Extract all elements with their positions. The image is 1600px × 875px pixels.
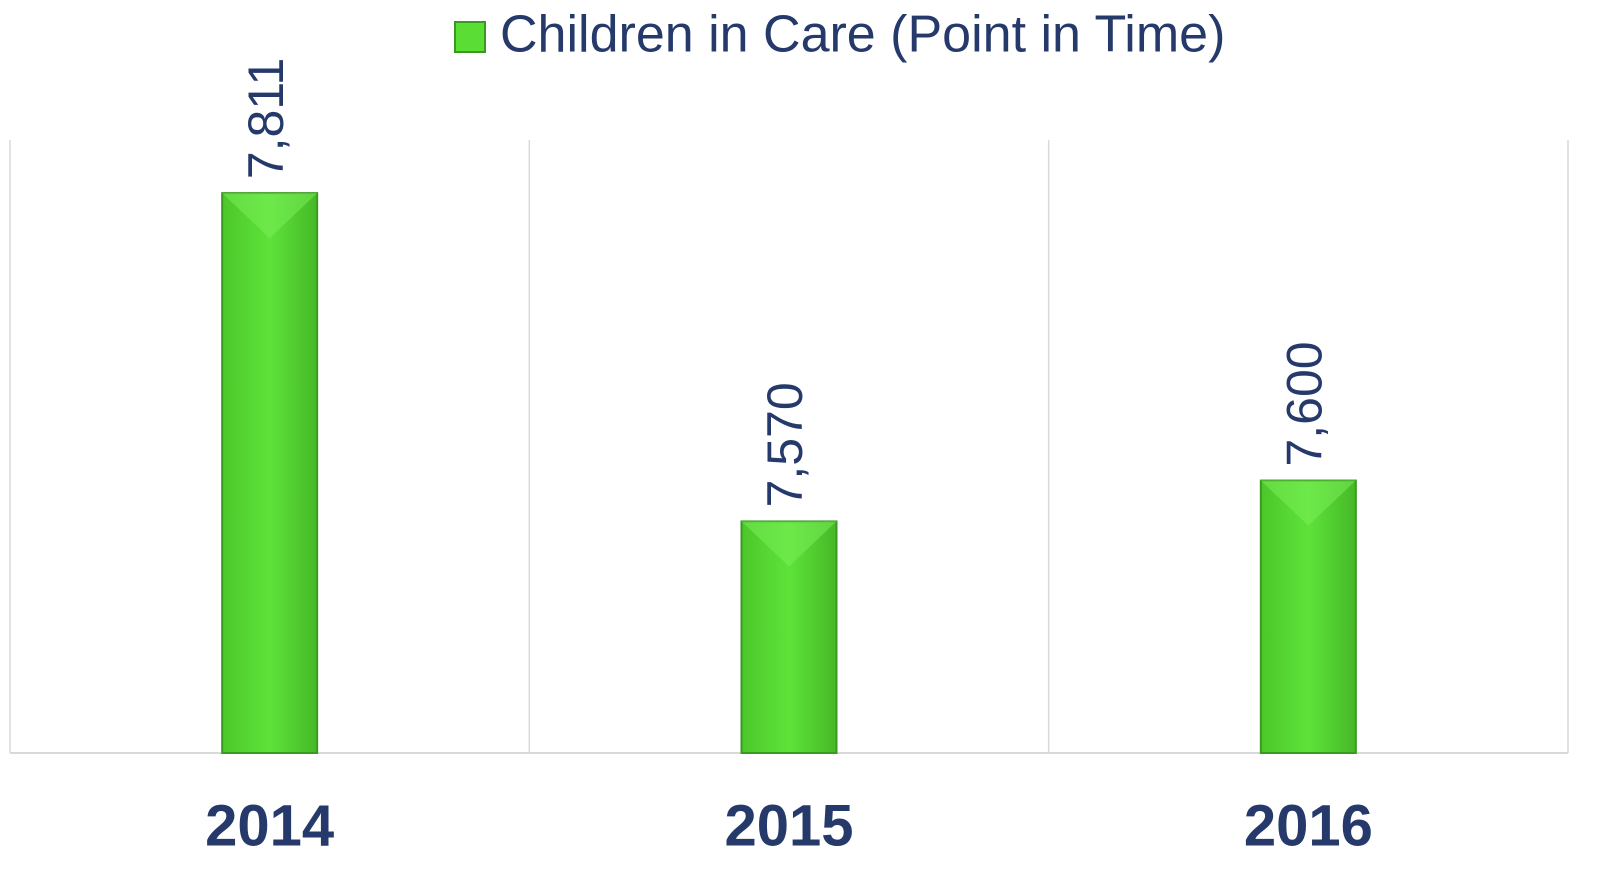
value-label: 7,811 [238, 58, 294, 179]
bar-bevel [222, 193, 318, 239]
x-tick-label: 2014 [205, 793, 334, 858]
legend-swatch [454, 21, 486, 53]
bar-bevel [741, 521, 837, 567]
x-tick-label: 2016 [1244, 793, 1373, 858]
legend-label: Children in Care (Point in Time) [500, 6, 1225, 64]
value-label: 7,570 [757, 382, 813, 507]
bar [221, 192, 319, 755]
value-label: 7,600 [1277, 341, 1333, 466]
x-tick-label: 2015 [724, 793, 853, 858]
bar-bevel [1260, 480, 1356, 526]
bar [1259, 479, 1357, 754]
